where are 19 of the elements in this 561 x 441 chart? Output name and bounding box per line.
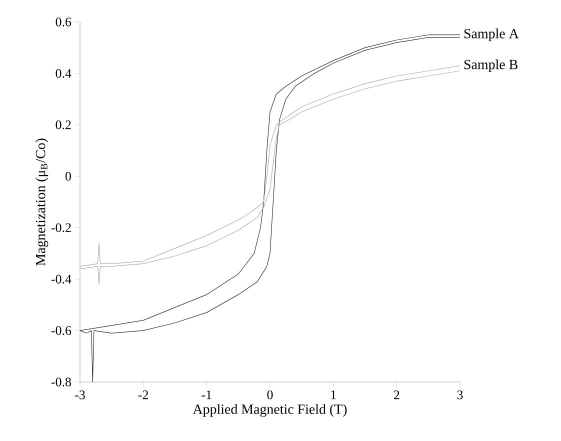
x-tick-label: -1 [202, 390, 212, 400]
x-tick-label: 0 [267, 390, 273, 400]
x-axis-title: Applied Magnetic Field (T) [192, 404, 347, 417]
x-tick-label: -3 [75, 390, 85, 400]
y-tick-label: 0.6 [56, 18, 72, 26]
y-tick-label: 0.4 [56, 69, 72, 78]
x-tick-label: 1 [331, 390, 336, 400]
y-tick-label: -0.4 [51, 274, 72, 284]
y-tick-label: -0.6 [51, 326, 72, 335]
y-tick-label: -0.8 [51, 378, 71, 386]
x-tick-label: 3 [457, 390, 463, 400]
series-label: Sample A [464, 28, 519, 42]
y-tick-label: 0.2 [56, 120, 71, 130]
x-tick-label: 2 [394, 390, 400, 400]
series-label: Sample B [464, 59, 518, 72]
y-tick-label: -0.2 [51, 223, 71, 232]
y-tick-label: 0 [66, 172, 71, 181]
x-tick-label: -2 [138, 390, 148, 400]
y-axis-title: Magnetization (μ$_{B}$/Co) [35, 138, 48, 266]
